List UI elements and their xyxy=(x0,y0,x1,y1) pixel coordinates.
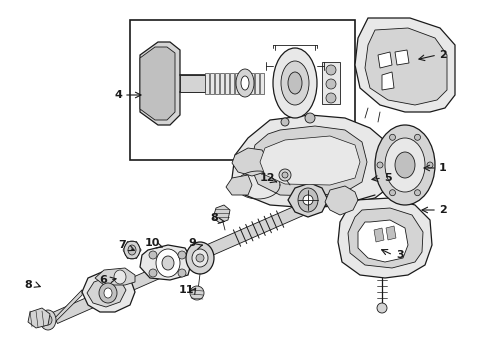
Ellipse shape xyxy=(287,72,302,94)
Ellipse shape xyxy=(196,254,203,262)
Ellipse shape xyxy=(40,310,56,330)
Ellipse shape xyxy=(128,245,136,255)
Ellipse shape xyxy=(282,172,287,178)
Text: 9: 9 xyxy=(188,238,196,248)
Polygon shape xyxy=(249,126,366,196)
Polygon shape xyxy=(260,73,264,94)
Text: 5: 5 xyxy=(384,173,391,183)
Ellipse shape xyxy=(281,118,288,126)
Ellipse shape xyxy=(384,138,424,192)
Polygon shape xyxy=(260,136,359,185)
Text: 1: 1 xyxy=(438,163,446,173)
Ellipse shape xyxy=(114,270,126,284)
Ellipse shape xyxy=(303,195,312,205)
Polygon shape xyxy=(385,226,395,240)
Ellipse shape xyxy=(99,283,117,303)
Polygon shape xyxy=(354,18,454,112)
Text: 8: 8 xyxy=(24,280,32,290)
Ellipse shape xyxy=(104,288,112,298)
Polygon shape xyxy=(82,270,135,312)
Ellipse shape xyxy=(376,162,382,168)
Ellipse shape xyxy=(305,113,314,123)
Ellipse shape xyxy=(426,162,432,168)
Ellipse shape xyxy=(414,190,420,196)
Text: 8: 8 xyxy=(210,213,218,223)
Polygon shape xyxy=(87,277,126,307)
Ellipse shape xyxy=(190,286,203,300)
Ellipse shape xyxy=(389,134,395,140)
Ellipse shape xyxy=(178,269,185,277)
Polygon shape xyxy=(209,73,214,94)
Ellipse shape xyxy=(279,169,290,181)
Text: 12: 12 xyxy=(259,173,274,183)
Polygon shape xyxy=(140,42,180,125)
Ellipse shape xyxy=(241,76,248,90)
Ellipse shape xyxy=(376,303,386,313)
Polygon shape xyxy=(140,245,192,280)
Bar xyxy=(130,20,354,160)
Ellipse shape xyxy=(192,249,207,267)
Text: 6: 6 xyxy=(99,275,107,285)
Polygon shape xyxy=(95,268,135,285)
Ellipse shape xyxy=(156,249,180,277)
Ellipse shape xyxy=(325,65,335,75)
Text: 3: 3 xyxy=(395,250,403,260)
Text: 10: 10 xyxy=(144,238,160,248)
Polygon shape xyxy=(381,72,393,90)
Ellipse shape xyxy=(149,251,157,259)
Text: 11: 11 xyxy=(178,285,193,295)
Ellipse shape xyxy=(236,69,253,97)
Polygon shape xyxy=(394,50,408,65)
Polygon shape xyxy=(53,189,337,324)
Text: 4: 4 xyxy=(114,90,122,100)
Polygon shape xyxy=(347,208,422,268)
Polygon shape xyxy=(55,290,82,322)
Bar xyxy=(321,62,339,104)
Polygon shape xyxy=(235,73,239,94)
Ellipse shape xyxy=(272,48,316,118)
Ellipse shape xyxy=(281,61,308,105)
Polygon shape xyxy=(204,73,208,94)
Ellipse shape xyxy=(325,93,335,103)
Bar xyxy=(180,75,204,92)
Ellipse shape xyxy=(325,79,335,89)
Ellipse shape xyxy=(394,152,414,178)
Polygon shape xyxy=(325,186,357,215)
Polygon shape xyxy=(231,148,267,176)
Polygon shape xyxy=(254,73,259,94)
Polygon shape xyxy=(215,73,219,94)
Ellipse shape xyxy=(162,256,174,270)
Polygon shape xyxy=(373,228,383,242)
Ellipse shape xyxy=(124,241,140,259)
Polygon shape xyxy=(357,220,407,262)
Ellipse shape xyxy=(149,269,157,277)
Ellipse shape xyxy=(389,190,395,196)
Polygon shape xyxy=(28,308,50,328)
Polygon shape xyxy=(287,183,327,217)
Ellipse shape xyxy=(297,188,317,212)
Ellipse shape xyxy=(185,242,214,274)
Ellipse shape xyxy=(374,125,434,205)
Polygon shape xyxy=(140,47,175,120)
Polygon shape xyxy=(244,73,248,94)
Text: 2: 2 xyxy=(438,50,446,60)
Ellipse shape xyxy=(44,315,52,325)
Ellipse shape xyxy=(414,134,420,140)
Polygon shape xyxy=(377,52,391,68)
Ellipse shape xyxy=(178,251,185,259)
Text: 2: 2 xyxy=(438,205,446,215)
Polygon shape xyxy=(220,73,224,94)
Polygon shape xyxy=(229,73,234,94)
Text: 7: 7 xyxy=(118,240,125,250)
Polygon shape xyxy=(213,205,229,223)
Polygon shape xyxy=(337,198,431,278)
Polygon shape xyxy=(225,175,251,195)
Polygon shape xyxy=(240,73,244,94)
Polygon shape xyxy=(231,115,394,208)
Polygon shape xyxy=(249,73,253,94)
Polygon shape xyxy=(364,28,446,105)
Polygon shape xyxy=(224,73,228,94)
